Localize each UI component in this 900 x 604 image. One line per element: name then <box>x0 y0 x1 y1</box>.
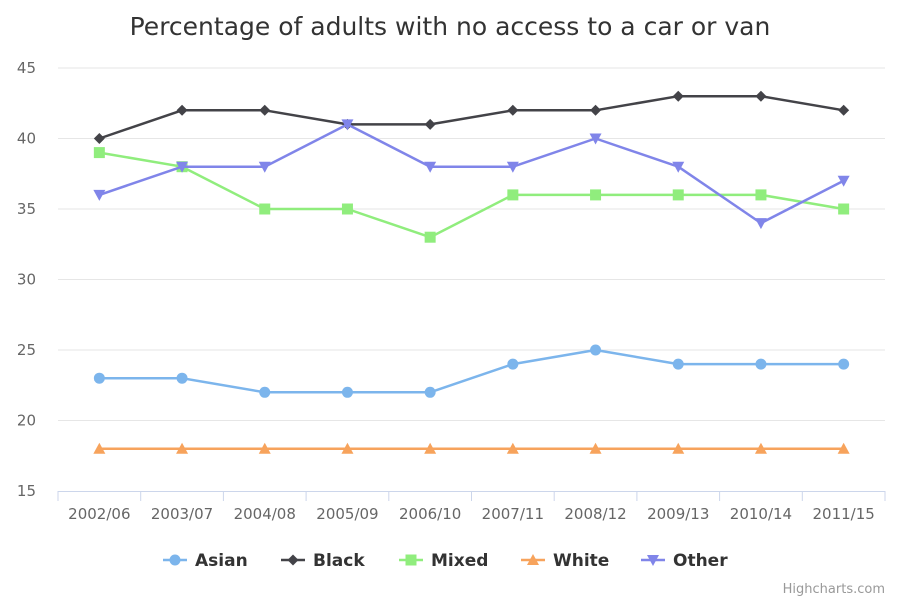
data-point-other[interactable] <box>93 189 106 201</box>
x-tick-label: 2002/06 <box>68 505 130 523</box>
legend-label-black: Black <box>313 551 365 571</box>
legend-label-asian: Asian <box>195 551 248 571</box>
legend-label-white: White <box>553 551 609 571</box>
data-point-white[interactable] <box>258 442 271 454</box>
y-tick-label: 35 <box>17 200 36 218</box>
y-tick-label: 40 <box>17 130 36 148</box>
data-point-black[interactable] <box>672 90 684 102</box>
data-point-asian[interactable] <box>755 358 767 370</box>
credits-link[interactable]: Highcharts.com <box>783 582 885 597</box>
series-mixed <box>93 147 850 243</box>
data-point-white[interactable] <box>424 442 437 454</box>
legend-label-other: Other <box>673 551 728 571</box>
y-axis: 15 20 25 30 35 40 45 <box>17 59 36 500</box>
data-point-white[interactable] <box>176 442 189 454</box>
series-line-black[interactable] <box>98 94 845 140</box>
data-point-asian[interactable] <box>259 386 271 398</box>
data-point-asian[interactable] <box>341 386 353 398</box>
series-line-other[interactable] <box>98 123 845 225</box>
grid-lines <box>58 67 885 421</box>
series-group <box>93 90 850 454</box>
data-point-asian[interactable] <box>590 344 602 356</box>
series-line-mixed[interactable] <box>98 151 845 239</box>
data-point-black[interactable] <box>424 118 436 130</box>
x-tick-label: 2007/11 <box>482 505 544 523</box>
y-tick-label: 20 <box>17 412 36 430</box>
data-point-black[interactable] <box>176 104 188 116</box>
data-point-asian[interactable] <box>176 372 188 384</box>
legend-symbol-other[interactable] <box>647 555 659 566</box>
x-tick-label: 2005/09 <box>316 505 378 523</box>
data-point-other[interactable] <box>589 133 602 145</box>
data-point-mixed[interactable] <box>93 147 105 159</box>
data-point-black[interactable] <box>507 104 519 116</box>
data-point-black[interactable] <box>259 104 271 116</box>
data-point-white[interactable] <box>754 442 767 454</box>
x-tick-label: 2008/12 <box>564 505 626 523</box>
series-white <box>93 442 850 454</box>
legend[interactable]: Asian Black Mixed White Other <box>163 551 728 571</box>
x-tick-label: 2009/13 <box>647 505 709 523</box>
x-tick-label: 2004/08 <box>234 505 296 523</box>
data-point-mixed[interactable] <box>424 231 436 243</box>
data-point-white[interactable] <box>93 442 106 454</box>
data-point-other[interactable] <box>424 161 437 173</box>
y-tick-label: 30 <box>17 271 36 289</box>
data-point-black[interactable] <box>755 90 767 102</box>
data-point-asian[interactable] <box>838 358 850 370</box>
data-point-white[interactable] <box>589 442 602 454</box>
legend-symbol-black[interactable] <box>287 554 299 566</box>
legend-item-black[interactable]: Black <box>281 551 365 571</box>
legend-symbol-asian[interactable] <box>169 554 181 566</box>
chart-title: Percentage of adults with no access to a… <box>130 12 771 41</box>
legend-item-mixed[interactable]: Mixed <box>399 551 488 571</box>
data-point-other[interactable] <box>837 175 850 187</box>
y-tick-label: 15 <box>17 482 36 500</box>
series-line-asian[interactable] <box>98 348 845 394</box>
legend-label-mixed: Mixed <box>431 551 488 571</box>
x-tick-label: 2011/15 <box>812 505 874 523</box>
legend-item-asian[interactable]: Asian <box>163 551 248 571</box>
data-point-black[interactable] <box>93 133 105 144</box>
legend-symbol-white[interactable] <box>527 554 539 565</box>
data-point-white[interactable] <box>672 442 685 454</box>
data-point-mixed[interactable] <box>672 189 684 201</box>
data-point-other[interactable] <box>754 218 767 230</box>
data-point-other[interactable] <box>176 161 189 173</box>
data-point-black[interactable] <box>838 104 850 116</box>
data-point-mixed[interactable] <box>259 203 271 215</box>
data-point-asian[interactable] <box>424 386 436 398</box>
legend-item-white[interactable]: White <box>521 551 609 571</box>
data-point-mixed[interactable] <box>838 203 850 215</box>
x-tick-label: 2003/07 <box>151 505 213 523</box>
data-point-mixed[interactable] <box>341 203 353 215</box>
data-point-asian[interactable] <box>93 372 105 384</box>
legend-symbol-mixed[interactable] <box>405 554 417 566</box>
data-point-asian[interactable] <box>507 358 519 370</box>
data-point-black[interactable] <box>590 104 602 116</box>
data-point-mixed[interactable] <box>507 189 519 201</box>
y-tick-label: 45 <box>17 59 36 77</box>
data-point-other[interactable] <box>672 161 685 173</box>
data-point-other[interactable] <box>258 161 271 173</box>
series-other <box>93 119 850 230</box>
data-point-mixed[interactable] <box>590 189 602 201</box>
data-point-white[interactable] <box>506 442 519 454</box>
x-tick-label: 2006/10 <box>399 505 461 523</box>
data-point-other[interactable] <box>506 161 519 173</box>
legend-item-other[interactable]: Other <box>641 551 728 571</box>
data-point-mixed[interactable] <box>755 189 767 201</box>
y-tick-label: 25 <box>17 341 36 359</box>
series-black <box>93 90 850 144</box>
series-asian <box>93 344 850 398</box>
x-axis: 2002/06 2003/07 2004/08 2005/09 2006/10 2007/… <box>57 491 886 523</box>
data-point-white[interactable] <box>341 442 354 454</box>
data-point-white[interactable] <box>837 442 850 454</box>
data-point-other[interactable] <box>341 119 354 131</box>
x-tick-label: 2010/14 <box>730 505 792 523</box>
data-point-asian[interactable] <box>672 358 684 370</box>
